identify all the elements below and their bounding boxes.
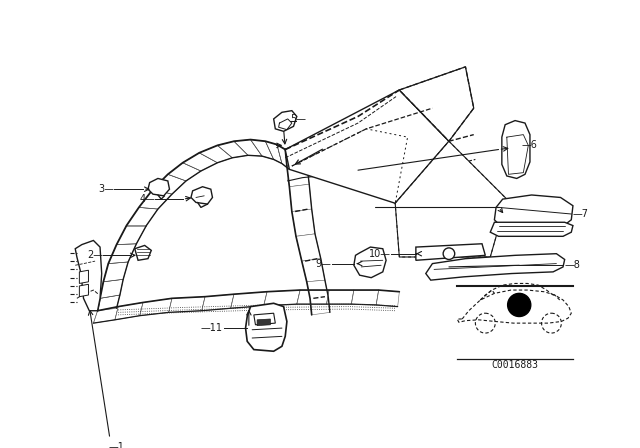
Text: 5—: 5—	[290, 114, 306, 124]
Polygon shape	[303, 164, 321, 177]
Polygon shape	[354, 247, 386, 278]
Polygon shape	[76, 241, 102, 311]
Polygon shape	[274, 111, 297, 131]
Polygon shape	[266, 141, 282, 164]
Polygon shape	[296, 234, 321, 261]
Text: —7: —7	[573, 209, 589, 219]
Polygon shape	[310, 297, 330, 315]
Polygon shape	[191, 187, 212, 204]
Text: —1: —1	[108, 442, 124, 448]
Polygon shape	[264, 290, 300, 306]
Polygon shape	[302, 258, 325, 282]
Polygon shape	[351, 290, 379, 305]
Polygon shape	[277, 145, 289, 169]
Polygon shape	[349, 150, 371, 177]
Polygon shape	[317, 145, 337, 166]
Polygon shape	[153, 174, 186, 194]
Polygon shape	[300, 145, 321, 166]
Polygon shape	[366, 155, 385, 184]
Polygon shape	[399, 67, 474, 141]
Polygon shape	[383, 160, 397, 191]
Text: 9—: 9—	[316, 258, 332, 269]
Circle shape	[443, 248, 454, 259]
Polygon shape	[495, 195, 573, 231]
Polygon shape	[297, 290, 329, 304]
Text: 3—: 3—	[98, 184, 114, 194]
Text: —8: —8	[564, 260, 580, 270]
Polygon shape	[335, 166, 354, 183]
Polygon shape	[502, 121, 530, 178]
Text: 2—: 2—	[87, 250, 103, 260]
Polygon shape	[257, 319, 270, 326]
Polygon shape	[168, 163, 201, 181]
Polygon shape	[285, 90, 449, 203]
Text: —11: —11	[200, 323, 222, 333]
Polygon shape	[289, 184, 312, 211]
Polygon shape	[115, 302, 143, 320]
Polygon shape	[287, 163, 309, 187]
Polygon shape	[285, 146, 304, 169]
Polygon shape	[108, 244, 136, 263]
Polygon shape	[148, 178, 170, 196]
Polygon shape	[333, 146, 354, 171]
Polygon shape	[103, 262, 128, 282]
Polygon shape	[139, 189, 172, 209]
Polygon shape	[416, 244, 485, 260]
Polygon shape	[246, 303, 287, 351]
Circle shape	[508, 293, 531, 317]
Text: —6: —6	[522, 140, 538, 151]
Polygon shape	[202, 294, 234, 311]
Polygon shape	[383, 184, 397, 203]
Polygon shape	[140, 298, 172, 316]
Polygon shape	[490, 222, 573, 237]
Polygon shape	[97, 295, 120, 311]
Polygon shape	[234, 140, 262, 156]
Polygon shape	[127, 207, 158, 226]
Polygon shape	[319, 164, 337, 178]
Text: C0016883: C0016883	[492, 360, 539, 370]
Polygon shape	[135, 246, 151, 260]
Polygon shape	[376, 290, 399, 306]
Polygon shape	[79, 284, 88, 297]
Polygon shape	[100, 279, 123, 298]
Polygon shape	[182, 153, 218, 171]
Polygon shape	[93, 306, 118, 323]
Polygon shape	[395, 141, 507, 257]
Polygon shape	[285, 146, 307, 166]
Polygon shape	[169, 297, 205, 312]
Polygon shape	[254, 313, 275, 325]
Polygon shape	[288, 166, 304, 181]
Text: 4—: 4—	[140, 194, 156, 204]
Polygon shape	[218, 141, 248, 158]
Polygon shape	[250, 140, 274, 159]
Polygon shape	[368, 177, 385, 197]
Polygon shape	[230, 292, 267, 308]
Polygon shape	[307, 280, 328, 298]
Polygon shape	[292, 209, 315, 237]
Polygon shape	[116, 226, 147, 245]
Polygon shape	[426, 254, 564, 280]
Polygon shape	[351, 171, 371, 189]
Polygon shape	[326, 290, 354, 304]
Text: 10—: 10—	[369, 249, 391, 258]
Polygon shape	[199, 146, 232, 163]
Polygon shape	[79, 270, 88, 284]
